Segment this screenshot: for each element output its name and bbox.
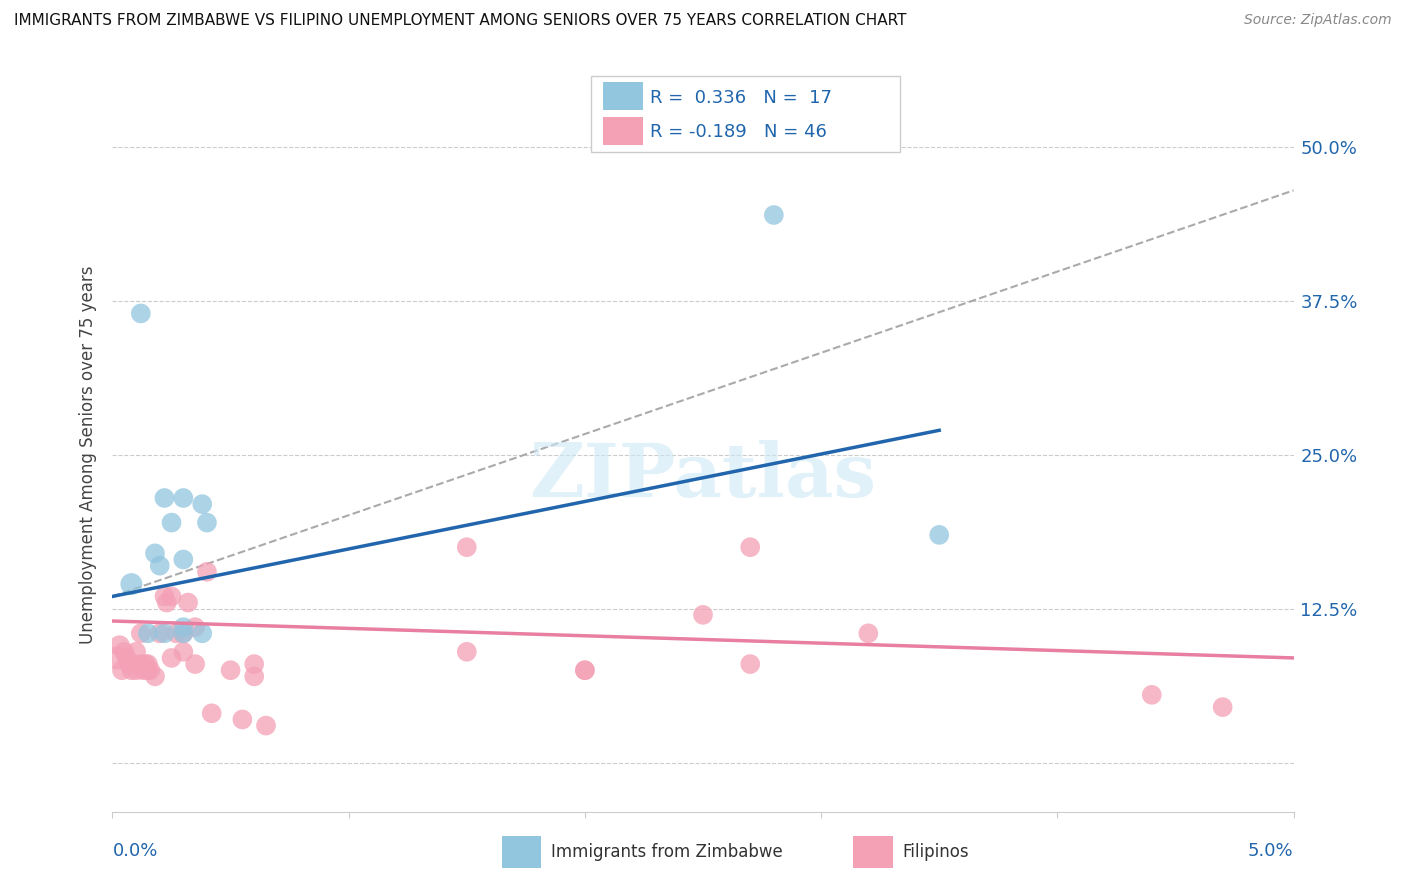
Point [153, 626, 176, 640]
Point [129, 306, 152, 320]
Point [692, 607, 714, 622]
Point [172, 491, 194, 505]
Point [184, 657, 207, 671]
Point [160, 590, 183, 604]
Point [160, 516, 183, 530]
Point [120, 577, 142, 591]
Point [172, 626, 194, 640]
Point [177, 596, 200, 610]
Text: R = -0.189   N = 46: R = -0.189 N = 46 [650, 123, 827, 141]
Point [160, 651, 183, 665]
Point [574, 663, 596, 677]
Point [153, 590, 176, 604]
Point [191, 497, 214, 511]
Point [136, 663, 159, 677]
Text: Immigrants from Zimbabwe: Immigrants from Zimbabwe [551, 843, 783, 861]
Point [1140, 688, 1163, 702]
Point [456, 645, 478, 659]
Point [129, 626, 152, 640]
Point [129, 657, 152, 671]
Text: Source: ZipAtlas.com: Source: ZipAtlas.com [1244, 13, 1392, 28]
Point [184, 620, 207, 634]
Point [125, 645, 148, 659]
Point [254, 718, 277, 732]
Point [120, 663, 142, 677]
Point [172, 626, 194, 640]
Point [156, 596, 179, 610]
Point [172, 620, 194, 634]
Point [122, 657, 145, 671]
Text: ZIPatlas: ZIPatlas [530, 440, 876, 513]
Point [115, 651, 138, 665]
Point [136, 626, 159, 640]
Point [125, 663, 148, 677]
Point [111, 663, 134, 677]
Point [139, 663, 162, 677]
Point [105, 651, 128, 665]
Point [195, 516, 218, 530]
Point [153, 491, 176, 505]
Point [136, 657, 159, 671]
Point [172, 645, 194, 659]
Point [149, 626, 172, 640]
Point [928, 528, 950, 542]
Point [195, 565, 218, 579]
Point [219, 663, 242, 677]
Point [762, 208, 785, 222]
Point [143, 669, 166, 683]
Point [172, 552, 194, 566]
Point [108, 639, 131, 653]
Text: 0.0%: 0.0% [112, 842, 157, 861]
Text: R =  0.336   N =  17: R = 0.336 N = 17 [650, 89, 831, 107]
Point [135, 657, 157, 671]
Point [574, 663, 596, 677]
Point [201, 706, 224, 721]
Text: 5.0%: 5.0% [1249, 842, 1294, 861]
Point [231, 713, 253, 727]
Point [740, 540, 762, 554]
Point [1212, 700, 1234, 714]
Point [118, 657, 141, 671]
Point [243, 669, 266, 683]
Point [165, 626, 187, 640]
Point [112, 645, 135, 659]
Point [456, 540, 478, 554]
Point [132, 663, 155, 677]
Text: IMMIGRANTS FROM ZIMBABWE VS FILIPINO UNEMPLOYMENT AMONG SENIORS OVER 75 YEARS CO: IMMIGRANTS FROM ZIMBABWE VS FILIPINO UNE… [14, 13, 907, 29]
Point [149, 558, 172, 573]
Text: Filipinos: Filipinos [903, 843, 969, 861]
Y-axis label: Unemployment Among Seniors over 75 years: Unemployment Among Seniors over 75 years [79, 266, 97, 644]
Point [858, 626, 880, 640]
Point [740, 657, 762, 671]
Point [243, 657, 266, 671]
Point [143, 546, 166, 560]
Point [191, 626, 214, 640]
